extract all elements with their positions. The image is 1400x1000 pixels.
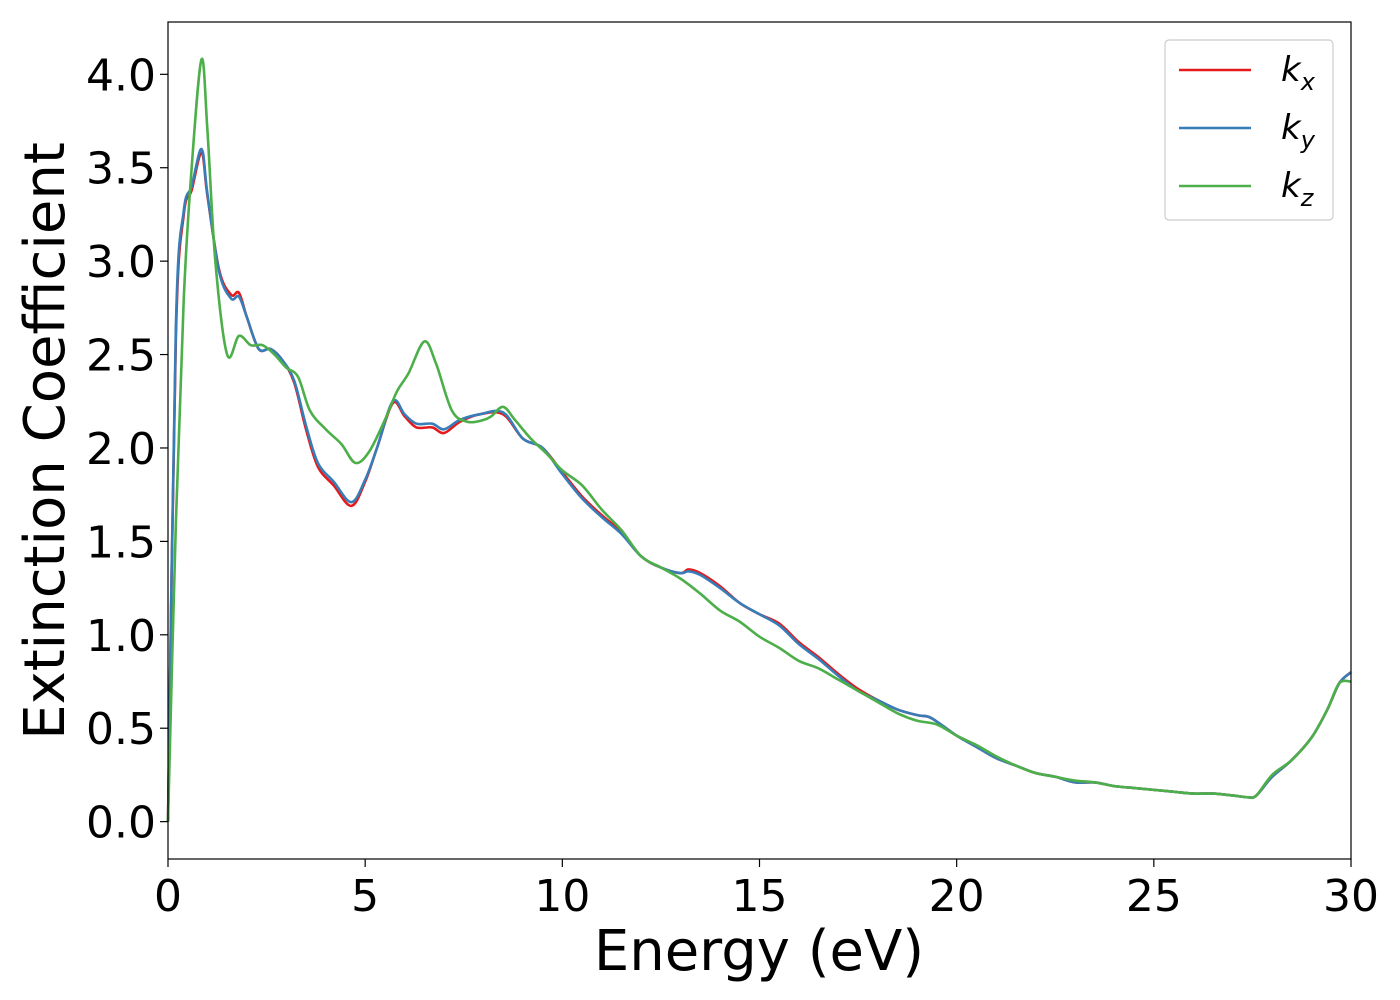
y-tick-label: 0.0 [86, 798, 156, 849]
x-tick-label: 15 [732, 871, 788, 922]
y-tick-label: 2.5 [86, 331, 156, 382]
legend-label-y: ky [1281, 108, 1316, 154]
series-layer [166, 57, 1352, 822]
y-tick-label: 1.0 [86, 611, 156, 662]
legend-label-z: kz [1281, 166, 1315, 212]
legend-frame [1164, 39, 1334, 221]
legend-label-x: kx [1281, 50, 1316, 96]
legend: kx ky kz [1164, 39, 1334, 221]
x-tick-label: 20 [929, 871, 985, 922]
series-line-z [166, 57, 1352, 822]
x-tick-label: 30 [1323, 871, 1379, 922]
x-tick-label: 5 [351, 871, 379, 922]
y-axis-label: Extinction Coefficient [13, 142, 78, 740]
y-tick-label: 0.5 [86, 704, 156, 755]
x-axis-label: Energy (eV) [594, 919, 924, 984]
ticks-layer: 0 5 10 15 20 25 30 0.0 0.5 1.0 1.5 2.0 2.5 3.0 3.5 4.0 [86, 50, 1379, 922]
y-tick-label: 4.0 [86, 50, 156, 101]
x-tick-label: 25 [1126, 871, 1182, 922]
y-tick-label: 3.5 [86, 144, 156, 195]
y-tick-label: 2.0 [86, 424, 156, 475]
x-tick-label: 0 [154, 871, 182, 922]
x-tick-label: 10 [534, 871, 590, 922]
y-tick-label: 3.0 [86, 237, 156, 288]
y-tick-label: 1.5 [86, 517, 156, 568]
